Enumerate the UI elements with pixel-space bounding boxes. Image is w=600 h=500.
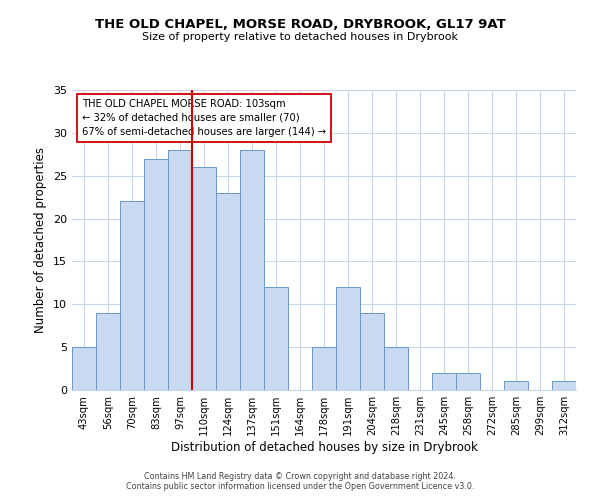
Bar [432,373,456,390]
Bar [504,382,528,390]
Bar [192,167,216,390]
X-axis label: Distribution of detached houses by size in Drybrook: Distribution of detached houses by size … [170,441,478,454]
Bar [168,150,192,390]
Bar [312,347,336,390]
Bar [72,347,96,390]
Text: Contains HM Land Registry data © Crown copyright and database right 2024.: Contains HM Land Registry data © Crown c… [144,472,456,481]
Bar [120,202,144,390]
Bar [96,313,120,390]
Bar [552,382,576,390]
Text: Size of property relative to detached houses in Drybrook: Size of property relative to detached ho… [142,32,458,42]
Bar [456,373,480,390]
Bar [216,193,240,390]
Bar [144,158,168,390]
Bar [360,313,384,390]
Bar [336,287,360,390]
Text: THE OLD CHAPEL, MORSE ROAD, DRYBROOK, GL17 9AT: THE OLD CHAPEL, MORSE ROAD, DRYBROOK, GL… [95,18,505,30]
Text: Contains public sector information licensed under the Open Government Licence v3: Contains public sector information licen… [126,482,474,491]
Bar [264,287,288,390]
Bar [240,150,264,390]
Bar [384,347,408,390]
Text: THE OLD CHAPEL MORSE ROAD: 103sqm
← 32% of detached houses are smaller (70)
67% : THE OLD CHAPEL MORSE ROAD: 103sqm ← 32% … [82,99,326,137]
Y-axis label: Number of detached properties: Number of detached properties [34,147,47,333]
